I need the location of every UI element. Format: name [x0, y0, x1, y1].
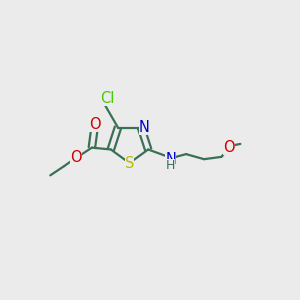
Text: N: N: [139, 120, 149, 135]
Text: Cl: Cl: [100, 91, 115, 106]
Text: O: O: [70, 150, 82, 165]
Text: O: O: [89, 117, 101, 132]
Text: O: O: [223, 140, 235, 155]
Text: H: H: [166, 159, 175, 172]
Text: N: N: [165, 152, 176, 167]
Text: S: S: [125, 156, 134, 171]
